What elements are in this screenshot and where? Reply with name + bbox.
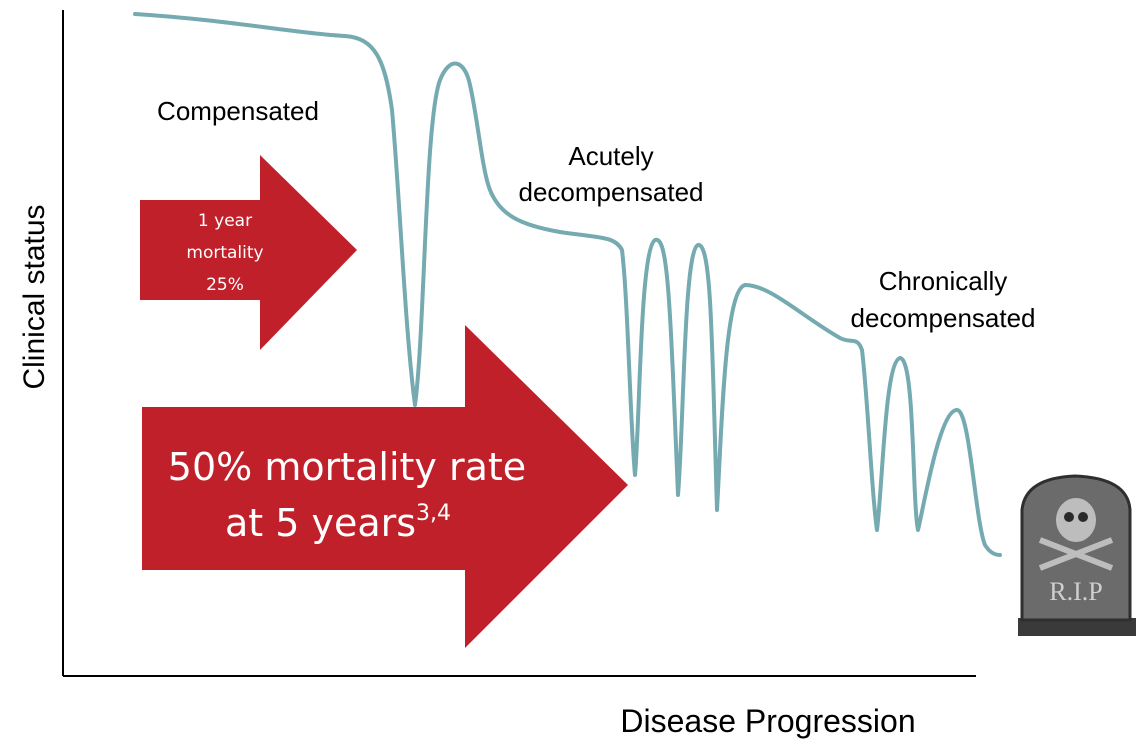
tombstone-label: R.I.P	[1049, 577, 1102, 606]
small-arrow	[140, 155, 357, 350]
skull-eye	[1078, 512, 1088, 522]
superscript: 3,4	[416, 501, 451, 526]
stage-label: Chronically	[879, 266, 1008, 296]
arrow-text: at 5 years3,4	[225, 501, 451, 545]
skull-eye	[1064, 512, 1074, 522]
tombstone: R.I.P	[1018, 474, 1136, 636]
tombstone-base	[1018, 618, 1136, 636]
x-axis-label: Disease Progression	[620, 703, 915, 739]
stage-label: Acutely	[568, 141, 653, 171]
arrow-text: at 5 years	[225, 501, 416, 545]
status-curve	[133, 12, 1002, 557]
stage-label: Compensated	[157, 96, 319, 126]
tombstone-stone	[1020, 474, 1132, 622]
stage-label: decompensated	[850, 303, 1035, 333]
skull	[1056, 498, 1096, 542]
stage-label: decompensated	[518, 177, 703, 207]
y-axis-label: Clinical status	[18, 204, 51, 389]
arrow-text: 50% mortality rate	[168, 445, 526, 489]
arrow-text: mortality	[186, 243, 263, 263]
arrow-text: 25%	[206, 275, 244, 295]
crossbone	[1038, 537, 1114, 571]
arrow-text: 1 year	[198, 211, 252, 231]
big-arrow	[142, 325, 628, 648]
